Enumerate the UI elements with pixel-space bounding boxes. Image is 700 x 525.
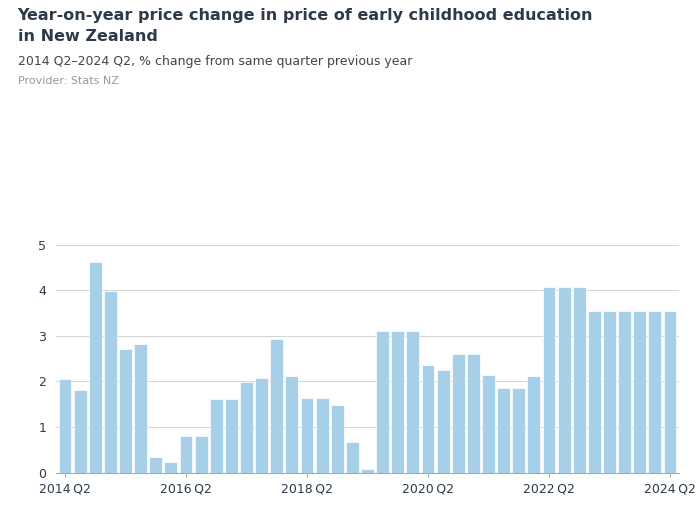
Bar	[346, 442, 359, 472]
Text: Year-on-year price change in price of early childhood education: Year-on-year price change in price of ea…	[18, 8, 593, 23]
Bar	[452, 354, 465, 472]
Bar	[497, 388, 510, 473]
Bar	[164, 463, 177, 472]
Bar	[286, 376, 298, 472]
Bar	[256, 377, 268, 472]
Bar	[210, 398, 223, 472]
Bar	[134, 343, 147, 472]
Bar	[542, 287, 555, 472]
Bar	[634, 311, 646, 472]
Bar	[300, 398, 314, 472]
Bar	[316, 398, 328, 472]
Text: Provider: Stats NZ: Provider: Stats NZ	[18, 76, 118, 86]
Bar	[482, 375, 495, 472]
Bar	[89, 261, 102, 472]
Bar	[149, 457, 162, 472]
Bar	[331, 405, 344, 472]
Bar	[603, 311, 616, 472]
Bar	[59, 379, 71, 473]
Bar	[195, 436, 208, 472]
Bar	[573, 287, 586, 472]
Text: in New Zealand: in New Zealand	[18, 29, 158, 44]
Bar	[648, 311, 662, 472]
Bar	[407, 331, 419, 472]
Bar	[270, 339, 284, 472]
Bar	[467, 354, 480, 472]
Bar	[225, 398, 238, 472]
Bar	[376, 331, 389, 472]
Bar	[512, 388, 525, 473]
Bar	[421, 365, 435, 472]
Bar	[618, 311, 631, 472]
Bar	[240, 382, 253, 472]
Bar	[588, 311, 601, 472]
Bar	[119, 350, 132, 472]
Bar	[527, 376, 540, 473]
Bar	[180, 436, 193, 472]
Bar	[74, 390, 87, 472]
Bar	[391, 331, 404, 472]
Bar	[361, 469, 374, 472]
Text: figure.nz: figure.nz	[587, 18, 663, 32]
Bar	[104, 291, 117, 472]
Text: 2014 Q2–2024 Q2, % change from same quarter previous year: 2014 Q2–2024 Q2, % change from same quar…	[18, 55, 412, 68]
Bar	[437, 370, 449, 472]
Bar	[664, 311, 676, 472]
Bar	[558, 287, 570, 472]
